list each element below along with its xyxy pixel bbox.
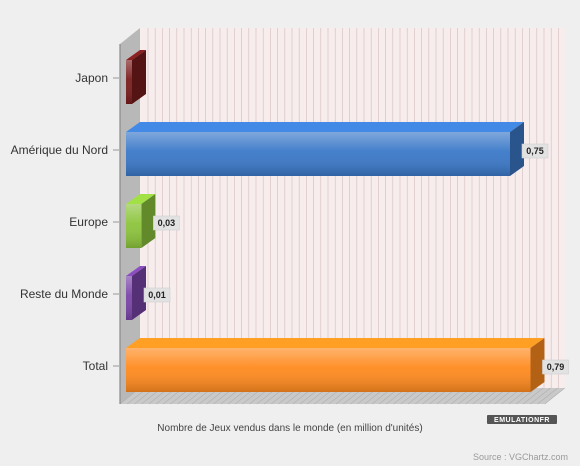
floor-hatch-line [523,387,544,405]
data-label-text: 0,03 [158,218,176,228]
bar [126,50,146,104]
bar-top-face [126,194,156,204]
bar-end-face [132,266,146,320]
data-label: 0,01 [143,287,171,303]
gridlines [147,28,559,388]
bar [126,338,545,392]
category-label: Total [83,359,108,373]
bar-sheen [126,348,531,392]
bar-end-face [132,50,146,104]
svg-text:EMULATIONFR: EMULATIONFR [494,417,550,424]
bar-top-face [126,266,146,276]
bar-sheen [126,132,510,176]
data-label-text: 0,79 [547,362,565,372]
data-label-text: 0,75 [526,146,544,156]
data-label-box [521,143,549,159]
data-label-box [153,215,180,231]
data-label: 0,75 [521,143,549,159]
x-axis-title: Nombre de Jeux vendus dans le monde (en … [157,423,422,434]
floor-hatch-line [515,387,537,405]
data-label: 0,79 [542,359,569,375]
bar-sheen [126,204,142,248]
bar [126,194,156,248]
bar-top-face [126,122,524,132]
category-label: Amérique du Nord [11,143,108,157]
data-label-box [542,359,569,375]
category-label: Europe [69,215,108,229]
category-labels: Japon Amérique du Nord Europe Reste du Mond… [11,44,121,404]
category-label: Japon [75,71,108,85]
category-label: Reste du Monde [20,287,108,301]
bar-end-face [510,122,524,176]
bar-top-face [126,338,545,348]
plot-back-wall [140,28,565,388]
bar-end-face [141,194,156,248]
watermark-logo: EMULATIONFR [487,415,557,424]
value-labels: 0,75 0,03 0,01 0,79 [143,143,569,375]
data-label-box [143,287,171,303]
floor-hatch-line [530,387,551,405]
bar-sheen [126,60,132,104]
floor-hatch-line [537,387,558,405]
bar [126,266,146,320]
bar-top-face [126,50,146,60]
bar-end-face [530,338,545,392]
floor-hatch-line [544,387,565,405]
bar [126,122,524,176]
bar-sheen [126,276,132,320]
data-label: 0,03 [153,215,180,231]
source-text: Source : VGChartz.com [473,452,568,462]
data-label-text: 0,01 [148,290,166,300]
bars [126,50,545,392]
